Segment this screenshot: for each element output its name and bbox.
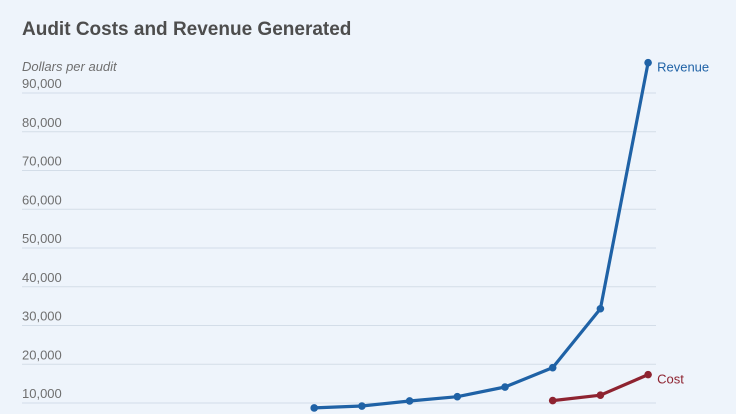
series-label-revenue: Revenue (657, 60, 709, 75)
y-axis-label: Dollars per audit (22, 59, 118, 74)
y-tick-label: 50,000 (22, 231, 62, 246)
data-point-revenue (405, 397, 414, 405)
data-point-revenue (501, 383, 509, 391)
y-tick-label: 20,000 (22, 347, 62, 362)
y-tick-label: 80,000 (22, 115, 62, 130)
chart-title: Audit Costs and Revenue Generated (22, 19, 352, 40)
y-tick-label: 60,000 (22, 192, 62, 207)
data-point-revenue (644, 58, 652, 67)
data-point-cost (596, 391, 605, 399)
series-label-cost: Cost (657, 372, 684, 387)
data-point-revenue (548, 363, 557, 372)
data-point-revenue (358, 402, 366, 410)
data-point-revenue (310, 404, 319, 412)
y-tick-label: 30,000 (22, 309, 62, 324)
y-tick-label: 40,000 (22, 270, 62, 285)
y-tick-label: 70,000 (22, 154, 62, 169)
y-tick-label: 90,000 (22, 76, 62, 91)
data-point-cost (644, 370, 652, 379)
data-point-revenue (596, 304, 605, 313)
data-point-revenue (453, 392, 462, 401)
data-point-cost (548, 396, 557, 405)
y-tick-label: 10,000 (22, 386, 62, 401)
series-line-revenue (312, 61, 650, 410)
